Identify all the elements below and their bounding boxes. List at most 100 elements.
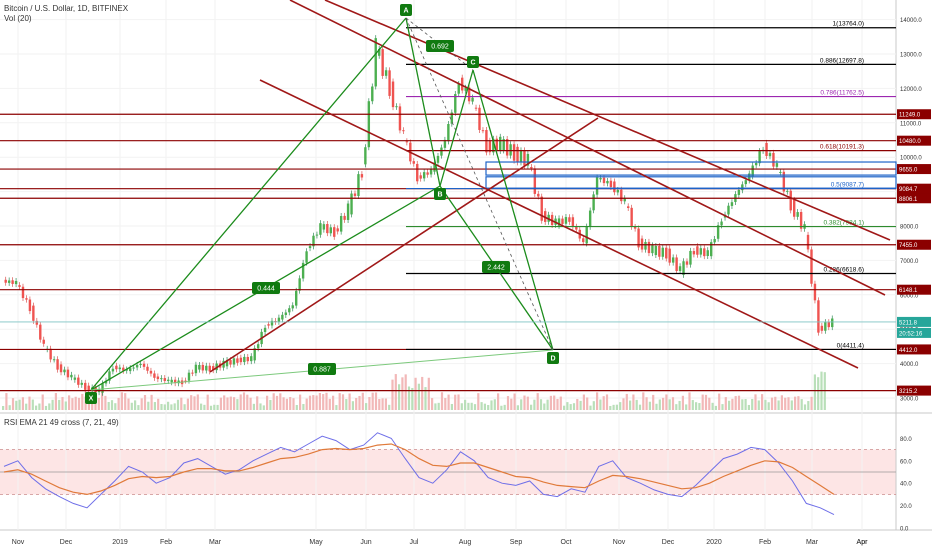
volume-bar [520,399,523,410]
countdown-label: 20:52:16 [899,331,923,337]
level-label-bg [897,344,931,355]
volume-bar [332,395,335,410]
candle [730,202,734,206]
candle [806,234,810,250]
candle [149,370,153,374]
level-label-bg [897,109,931,120]
volume-bar [794,396,797,410]
volume-bar [193,396,196,410]
level-label: 11249.0 [899,113,921,119]
level-label: 6148.1 [899,288,918,294]
volume-bar [556,398,559,410]
volume-bar [378,398,381,410]
candle [827,322,830,328]
candle [274,321,277,323]
candle [312,235,315,247]
candle [831,318,834,328]
volume-bar [18,399,21,410]
candle [14,280,18,285]
candle [267,324,270,326]
candle [4,279,7,283]
volume-bar [107,402,110,410]
volume-bar [572,403,576,410]
volume-bar [751,399,754,410]
candle [277,317,281,322]
volume-bar [784,397,787,410]
volume-bar [493,399,496,410]
volume-bar [203,404,206,410]
volume-bar [635,399,638,410]
volume-bar [216,404,219,410]
candle [744,180,747,185]
volume-bar [143,395,147,410]
candle [637,228,640,248]
channel-line [259,79,859,369]
level-label: 8806.1 [899,197,918,203]
candle [789,190,792,211]
volume-bar [58,399,61,410]
candle [602,177,606,184]
x-tick-label: Nov [613,539,626,546]
candle [450,112,454,124]
candle [557,218,561,226]
candle [758,151,761,164]
candle [25,298,28,300]
volume-bar [744,399,747,410]
volume-bar [124,393,127,410]
candle [616,189,620,193]
ratio-badge [482,261,510,273]
candle [104,380,108,384]
candle [160,378,163,380]
candle [436,155,440,163]
volume-bar [668,399,671,410]
candle [779,171,782,173]
candle [630,207,633,227]
volume-bar [401,377,404,410]
candle [353,193,357,196]
rsi-series-line [3,432,835,516]
rsi-tick-label: 60.0 [900,459,912,465]
volume-bar [457,394,460,410]
volume-bar [500,405,503,410]
volume-bar [147,401,150,410]
y-tick-label: 12000.0 [900,87,922,93]
candle [426,172,429,175]
candle [772,152,775,167]
volume-bar [497,393,500,410]
candle [322,224,326,230]
volume-bar [559,396,562,410]
volume-bar [351,401,354,410]
level-label: 7455.0 [899,243,918,249]
candle [793,199,796,217]
candle [613,181,616,193]
candle [125,369,128,371]
volume-bar [206,394,209,410]
volume-bar [41,394,44,410]
volume-bar [87,398,90,410]
volume-bar [467,402,470,410]
x-tick-label: Jul [410,539,419,546]
volume-bar [2,406,5,410]
candle [689,250,692,265]
candle [703,248,706,257]
candle [623,198,626,202]
candle [184,380,187,382]
candle [367,101,371,148]
candle [461,77,464,91]
candle [647,241,651,254]
volume-bar [345,399,348,410]
x-tick-label: Jun [360,539,371,546]
volume-bar [338,393,341,410]
volume-bar [728,400,731,410]
level-label: 9655.0 [899,168,918,174]
candle [108,371,111,381]
point-label: D [550,356,555,363]
candle [824,322,827,331]
volume-bar [427,377,430,410]
ratio-label: 0.444 [257,286,275,293]
candle [516,146,519,163]
volume-bar [167,401,170,410]
volume-bar [576,398,579,410]
candle [329,227,332,234]
y-tick-label: 11000.0 [900,121,922,127]
